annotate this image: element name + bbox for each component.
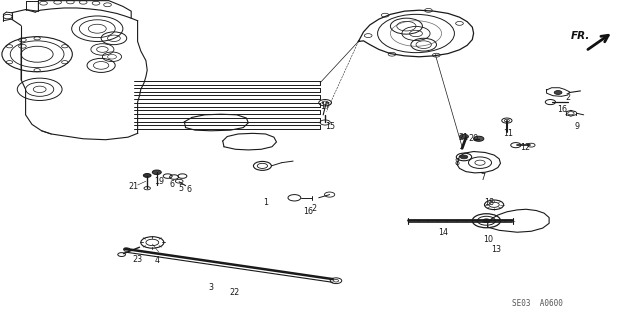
Text: 15: 15	[325, 122, 335, 130]
Text: FR.: FR.	[571, 31, 590, 41]
Text: 19: 19	[154, 177, 164, 186]
Text: 20: 20	[468, 134, 479, 143]
Text: 3: 3	[209, 283, 214, 292]
Circle shape	[152, 170, 161, 174]
Text: 11: 11	[503, 129, 513, 138]
Circle shape	[554, 91, 562, 94]
Text: 2: 2	[311, 204, 316, 213]
Circle shape	[474, 136, 484, 141]
Text: 17: 17	[320, 102, 330, 111]
Circle shape	[483, 219, 490, 223]
Text: 12: 12	[520, 143, 530, 152]
Text: 14: 14	[438, 228, 448, 237]
Text: 6: 6	[186, 185, 191, 194]
Text: 8: 8	[454, 158, 460, 167]
Text: 6: 6	[169, 180, 174, 189]
Text: 13: 13	[492, 245, 502, 254]
Text: 16: 16	[557, 105, 567, 114]
Text: 22: 22	[230, 288, 240, 297]
Circle shape	[143, 174, 151, 177]
Circle shape	[460, 134, 468, 139]
Text: SE03  A0600: SE03 A0600	[512, 299, 563, 308]
Text: 16: 16	[303, 207, 314, 216]
Text: 5: 5	[178, 184, 183, 193]
Text: 18: 18	[484, 198, 494, 207]
Text: 1: 1	[263, 198, 268, 207]
Circle shape	[460, 155, 468, 159]
Text: 7: 7	[480, 173, 485, 182]
Text: 10: 10	[483, 235, 493, 244]
Text: 2: 2	[566, 93, 571, 102]
Text: 21: 21	[128, 182, 138, 191]
Text: 9: 9	[575, 122, 580, 130]
Text: 4: 4	[154, 256, 159, 265]
Text: 23: 23	[132, 255, 143, 263]
Text: 21: 21	[458, 133, 468, 142]
